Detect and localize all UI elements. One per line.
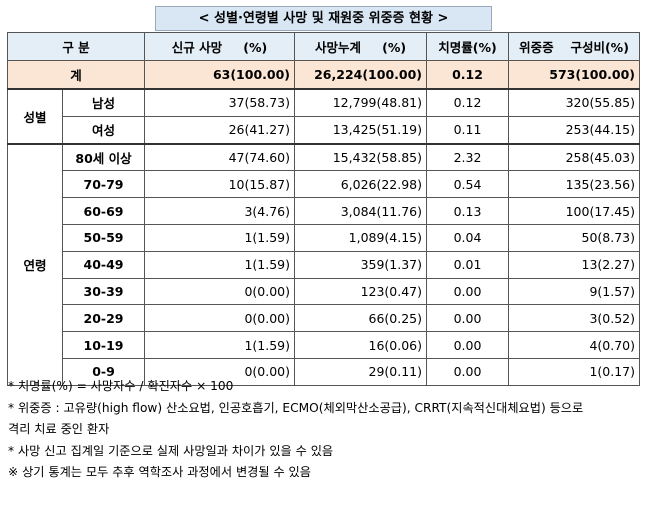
footnote-critical-cont: 격리 치료 중인 환자 [8, 422, 110, 436]
critical-cell: 50(8.73) [508, 223, 641, 252]
footnote-reporting-date: * 사망 신고 집계일 기준으로 실제 사망일과 차이가 있을 수 있음 [8, 443, 334, 458]
fatality-cell: 2.32 [426, 142, 510, 172]
sex-group-label: 성별 [7, 88, 63, 145]
fatality-cell: 0.00 [426, 277, 510, 306]
fatality-cell: 0.00 [426, 304, 510, 333]
fatality-cell: 0.11 [426, 115, 510, 145]
row-label: 0-9 [61, 357, 146, 386]
critical-cell: 4(0.70) [508, 331, 641, 359]
header-cum-deaths: 사망누계 (%) [294, 32, 428, 61]
cum-deaths-cell: 3,084(11.76) [294, 197, 428, 225]
row-label: 여성 [61, 115, 146, 145]
critical-cell: 258(45.03) [508, 142, 641, 172]
total-critical: 573(100.00) [508, 60, 641, 90]
critical-cell: 320(55.85) [508, 87, 641, 117]
total-row: 계 63(100.00) 26,224(100.00) 0.12 573(100… [6, 60, 641, 90]
table-row: 0-9 0(0.00) 29(0.11) 0.00 1(0.17) [8, 357, 641, 386]
stats-table: 구 분 신규 사망 (%) 사망누계 (%) 치명률(%) 위중증 구성비(%)… [6, 32, 641, 386]
cum-deaths-cell: 359(1.37) [294, 250, 428, 279]
critical-cell: 253(44.15) [508, 115, 641, 145]
table-row: 70-79 10(15.87) 6,026(22.98) 0.54 135(23… [8, 170, 641, 199]
new-deaths-cell: 26(41.27) [144, 115, 296, 145]
critical-cell: 9(1.57) [508, 277, 641, 306]
table-row: 50-59 1(1.59) 1,089(4.15) 0.04 50(8.73) [8, 223, 641, 252]
header-new-deaths: 신규 사망 (%) [144, 32, 296, 61]
fatality-cell: 0.12 [426, 87, 510, 117]
fatality-cell: 0.54 [426, 170, 510, 199]
table-row: 10-19 1(1.59) 16(0.06) 0.00 4(0.70) [8, 331, 641, 359]
table-row: 60-69 3(4.76) 3,084(11.76) 0.13 100(17.4… [8, 197, 641, 225]
new-deaths-cell: 0(0.00) [144, 357, 296, 386]
footnote-critical: * 위중증 : 고유량(high flow) 산소요법, 인공호흡기, ECMO… [8, 400, 584, 415]
fatality-cell: 0.01 [426, 250, 510, 279]
table-row: 20-29 0(0.00) 66(0.25) 0.00 3(0.52) [8, 304, 641, 333]
row-label: 80세 이상 [61, 142, 146, 172]
header-critical: 위중증 구성비(%) [508, 32, 641, 61]
total-cum-deaths: 26,224(100.00) [294, 60, 428, 90]
row-label: 60-69 [61, 197, 146, 225]
cum-deaths-cell: 13,425(51.19) [294, 115, 428, 145]
table-row: 연령 80세 이상 47(74.60) 15,432(58.85) 2.32 2… [7, 142, 641, 386]
header-fatality: 치명률(%) [426, 32, 510, 61]
cum-deaths-cell: 12,799(48.81) [294, 87, 428, 117]
table-row: 30-39 0(0.00) 123(0.47) 0.00 9(1.57) [8, 277, 641, 306]
row-label: 20-29 [61, 304, 146, 333]
row-label: 40-49 [61, 250, 146, 279]
critical-cell: 13(2.27) [508, 250, 641, 279]
new-deaths-cell: 3(4.76) [144, 197, 296, 225]
cum-deaths-cell: 6,026(22.98) [294, 170, 428, 199]
footnotes: * 치명률(%) = 사망자수 / 확진자수 × 100 * 위중증 : 고유량… [8, 376, 658, 484]
row-label: 70-79 [61, 170, 146, 199]
new-deaths-cell: 0(0.00) [144, 304, 296, 333]
header-row: 구 분 신규 사망 (%) 사망누계 (%) 치명률(%) 위중증 구성비(%) [6, 32, 641, 61]
footnote-fatality: * 치명률(%) = 사망자수 / 확진자수 × 100 [8, 379, 234, 393]
cum-deaths-cell: 66(0.25) [294, 304, 428, 333]
row-label: 남성 [61, 87, 146, 117]
row-label: 50-59 [61, 223, 146, 252]
total-new-deaths: 63(100.00) [144, 60, 296, 90]
cum-deaths-cell: 15,432(58.85) [294, 142, 428, 172]
new-deaths-cell: 1(1.59) [144, 250, 296, 279]
row-label: 30-39 [61, 277, 146, 306]
total-fatality: 0.12 [426, 60, 510, 90]
new-deaths-cell: 1(1.59) [144, 331, 296, 359]
table-row: 성별 남성 37(58.73) 12,799(48.81) 0.12 320(5… [7, 87, 641, 145]
critical-cell: 3(0.52) [508, 304, 641, 333]
fatality-cell: 0.13 [426, 197, 510, 225]
new-deaths-cell: 0(0.00) [144, 277, 296, 306]
new-deaths-cell: 1(1.59) [144, 223, 296, 252]
cum-deaths-cell: 123(0.47) [294, 277, 428, 306]
new-deaths-cell: 37(58.73) [144, 87, 296, 117]
cum-deaths-cell: 16(0.06) [294, 331, 428, 359]
fatality-cell: 0.00 [426, 357, 510, 386]
header-category: 구 분 [6, 32, 146, 61]
critical-cell: 100(17.45) [508, 197, 641, 225]
fatality-cell: 0.00 [426, 331, 510, 359]
footnote-subject-to-change: ※ 상기 통계는 모두 추후 역학조사 과정에서 변경될 수 있음 [8, 465, 311, 479]
critical-cell: 135(23.56) [508, 170, 641, 199]
cum-deaths-cell: 1,089(4.15) [294, 223, 428, 252]
new-deaths-cell: 47(74.60) [144, 142, 296, 172]
table-title: < 성별·연령별 사망 및 재원중 위중증 현황 > [155, 6, 492, 31]
row-label: 10-19 [61, 331, 146, 359]
total-label: 계 [6, 60, 146, 90]
new-deaths-cell: 10(15.87) [144, 170, 296, 199]
table-row: 여성 26(41.27) 13,425(51.19) 0.11 253(44.1… [8, 115, 641, 145]
critical-cell: 1(0.17) [508, 357, 641, 386]
table-row: 40-49 1(1.59) 359(1.37) 0.01 13(2.27) [8, 250, 641, 279]
fatality-cell: 0.04 [426, 223, 510, 252]
age-group-label: 연령 [7, 142, 63, 386]
